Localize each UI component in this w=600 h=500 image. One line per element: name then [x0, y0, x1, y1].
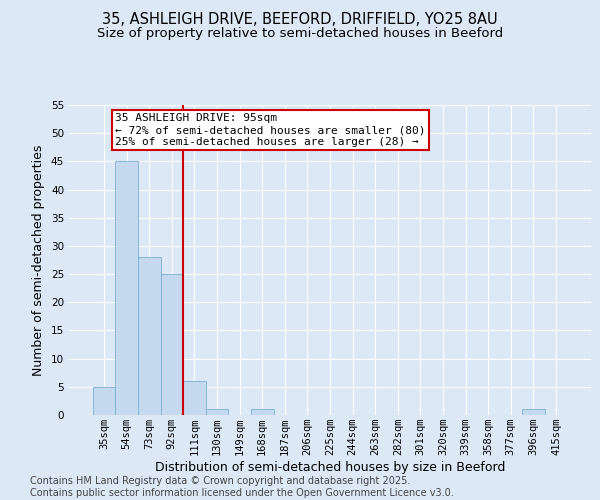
- Text: 35 ASHLEIGH DRIVE: 95sqm
← 72% of semi-detached houses are smaller (80)
25% of s: 35 ASHLEIGH DRIVE: 95sqm ← 72% of semi-d…: [115, 114, 426, 146]
- Bar: [115, 162, 138, 415]
- Bar: [138, 257, 161, 415]
- Bar: [183, 381, 206, 415]
- Bar: [522, 410, 545, 415]
- Text: Contains HM Land Registry data © Crown copyright and database right 2025.
Contai: Contains HM Land Registry data © Crown c…: [30, 476, 454, 498]
- Bar: [251, 410, 274, 415]
- Bar: [93, 387, 115, 415]
- Y-axis label: Number of semi-detached properties: Number of semi-detached properties: [32, 144, 46, 376]
- Text: 35, ASHLEIGH DRIVE, BEEFORD, DRIFFIELD, YO25 8AU: 35, ASHLEIGH DRIVE, BEEFORD, DRIFFIELD, …: [102, 12, 498, 28]
- Bar: [161, 274, 183, 415]
- X-axis label: Distribution of semi-detached houses by size in Beeford: Distribution of semi-detached houses by …: [155, 461, 505, 474]
- Text: Size of property relative to semi-detached houses in Beeford: Size of property relative to semi-detach…: [97, 28, 503, 40]
- Bar: [206, 410, 229, 415]
